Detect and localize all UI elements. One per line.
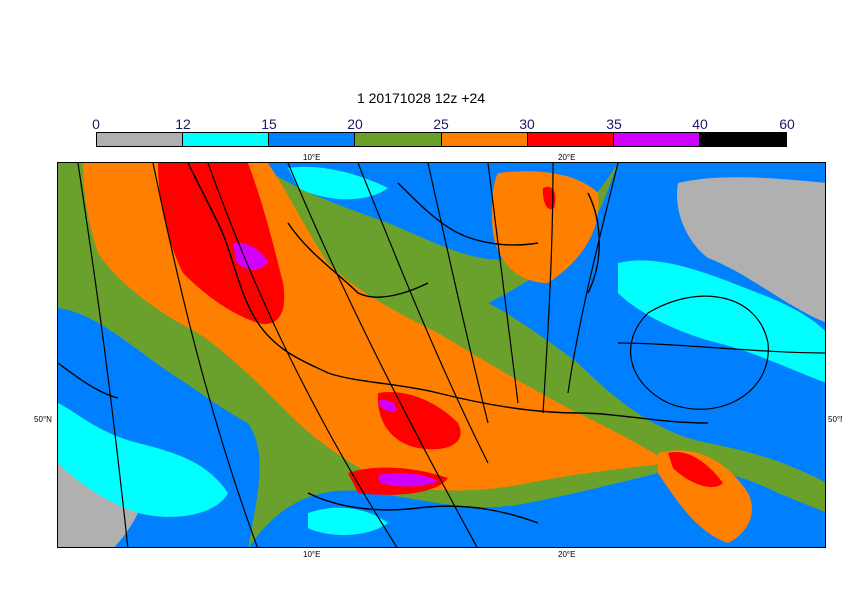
field-red-central — [377, 392, 461, 450]
field-magenta-central — [378, 400, 397, 412]
colorbar-bin-30-35 — [527, 133, 614, 146]
map-canvas — [58, 163, 825, 547]
top-lon-label-20e: 20°E — [558, 153, 576, 162]
field-gray-ne — [677, 177, 825, 323]
field-red-se — [668, 452, 723, 488]
colorbar-tick-0: 0 — [92, 116, 100, 132]
field-cyan-n — [288, 166, 388, 200]
colorbar-tick-60: 60 — [779, 116, 795, 132]
colorbar-bin-0-12 — [97, 133, 184, 146]
field-orange-east — [491, 171, 599, 283]
colorbar-bin-40-60 — [699, 133, 786, 146]
projection-lines — [77, 163, 825, 547]
colorbar-bin-25-30 — [441, 133, 528, 146]
colorbar-bin-35-40 — [613, 133, 700, 146]
field-gray-sw — [58, 463, 138, 547]
field-cyan-s — [308, 507, 388, 535]
left-lat-label: 50°N — [34, 415, 52, 424]
field-cyan-sw — [58, 403, 228, 517]
coastlines — [58, 163, 709, 524]
colorbar-tick-20: 20 — [347, 116, 363, 132]
bottom-lon-label-20e: 20°E — [558, 550, 576, 559]
colorbar-tick-25: 25 — [433, 116, 449, 132]
colorbar — [96, 132, 787, 147]
top-lon-label-10e: 10°E — [303, 153, 321, 162]
right-lat-label: 50°N — [828, 415, 842, 424]
wind-gust-map — [57, 162, 826, 548]
field-red-north-sea — [158, 163, 285, 324]
field-magenta-alps — [378, 473, 438, 487]
bottom-lon-label-10e: 10°E — [303, 550, 321, 559]
colorbar-bin-20-25 — [355, 133, 442, 146]
colorbar-tick-30: 30 — [519, 116, 535, 132]
colorbar-bin-15-20 — [269, 133, 356, 146]
colorbar-tick-15: 15 — [261, 116, 277, 132]
colorbar-tick-35: 35 — [606, 116, 622, 132]
colorbar-bin-12-15 — [183, 133, 270, 146]
colorbar-tick-12: 12 — [175, 116, 191, 132]
map-title: 1 20171028 12z +24 — [356, 90, 486, 106]
colorbar-tick-40: 40 — [692, 116, 708, 132]
